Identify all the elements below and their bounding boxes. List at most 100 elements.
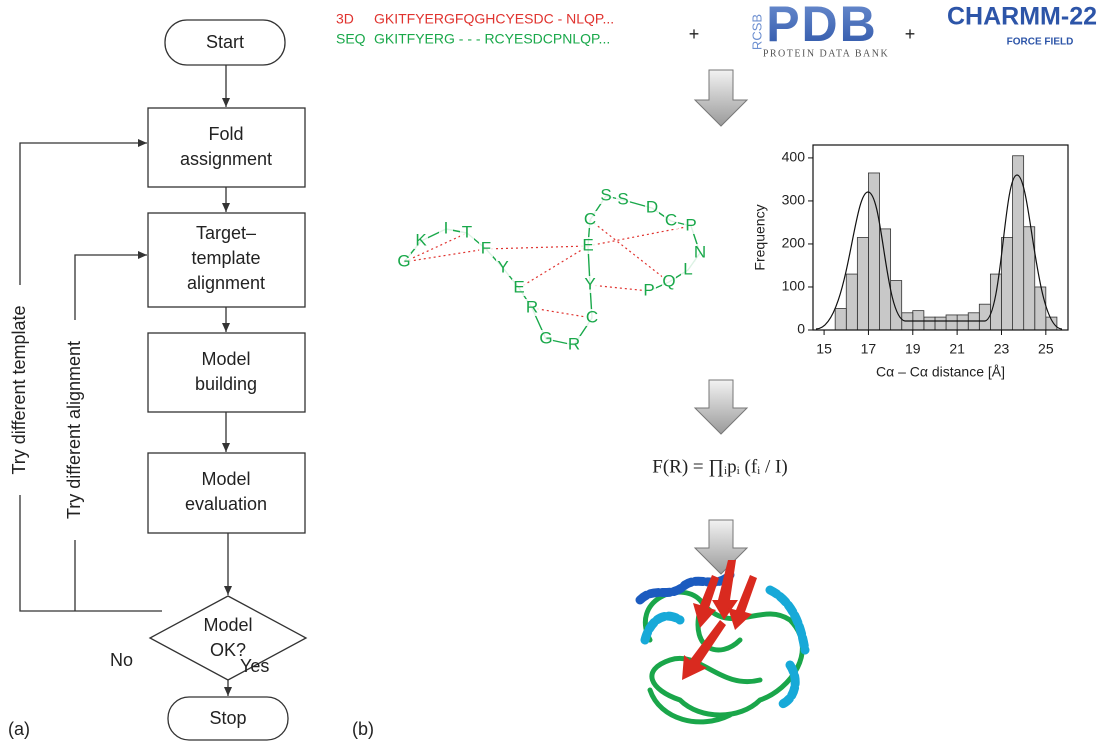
- plus: +: [689, 24, 700, 44]
- yes-label: Yes: [240, 656, 269, 676]
- restraint: [485, 245, 589, 250]
- bar: [956, 314, 969, 331]
- restraint: [518, 245, 589, 289]
- restraint: [531, 307, 593, 319]
- bar: [934, 316, 947, 331]
- y-axis-label: Frequency: [752, 204, 768, 270]
- restraint: [403, 232, 468, 263]
- residue: C: [665, 210, 677, 229]
- step-label: Model: [201, 469, 250, 489]
- residue: L: [683, 259, 692, 278]
- logo-text: PROTEIN DATA BANK: [763, 48, 889, 59]
- residue-bg: [496, 259, 510, 276]
- residue-bg: [583, 276, 597, 293]
- no-label: No: [110, 650, 133, 670]
- protein-model: [635, 560, 810, 725]
- y-tick-label: 0: [797, 321, 805, 337]
- bar: [989, 273, 1002, 331]
- stop-node: [167, 696, 289, 741]
- step-box: [147, 107, 306, 188]
- y-tick-label: 200: [782, 235, 806, 251]
- loop-label: Try different template: [9, 305, 29, 474]
- stop-label: Stop: [209, 708, 246, 728]
- fit-curve: [815, 174, 1063, 330]
- residue: P: [685, 215, 696, 234]
- logo-text: FORCE FIELD: [1007, 37, 1074, 48]
- loop-label: Try different alignment: [64, 341, 84, 519]
- bar: [1001, 237, 1013, 331]
- step-box: [147, 332, 306, 413]
- residue-bg: [645, 199, 659, 216]
- residue: Q: [662, 271, 675, 290]
- bar: [912, 310, 925, 331]
- panel-label: (a): [8, 719, 30, 739]
- residue-bg: [662, 273, 676, 290]
- flow-arrow: [693, 379, 749, 435]
- alignment-name: 3D: [336, 11, 354, 27]
- flowchart: Start Fold assignment Target– template a…: [8, 19, 308, 741]
- residue: Y: [584, 274, 595, 293]
- step-box: [147, 212, 306, 308]
- logo-text: RCSB: [749, 14, 764, 50]
- x-axis-label: Cα – Cα distance [Å]: [876, 364, 1005, 380]
- histogram: 0 100 200 300 400 15 17 19 21 23 25 Cα – Cα distanc…: [752, 144, 1069, 380]
- bar: [923, 316, 936, 331]
- plus: +: [905, 24, 916, 44]
- x-tick-label: 25: [1038, 341, 1054, 357]
- residue: G: [397, 251, 410, 270]
- residue: P: [643, 280, 654, 299]
- start-label: Start: [206, 32, 244, 52]
- pdb-logo: RCSB PDB PROTEIN DATA BANK: [749, 0, 889, 59]
- bar: [890, 280, 903, 331]
- plot-frame: [812, 144, 1069, 331]
- bar: [945, 314, 958, 331]
- backbone: [403, 195, 701, 346]
- step-label: evaluation: [185, 494, 267, 514]
- logo-text: CHARMM-22: [947, 3, 1097, 31]
- residue-bg: [539, 330, 553, 347]
- bar: [834, 308, 847, 331]
- residue-bg: [583, 211, 597, 228]
- decision-label: OK?: [210, 640, 246, 660]
- x-tick-label: 19: [905, 341, 921, 357]
- pipeline: 3D GKITFYERGFQGHCYESDC - NLQP... SEQ GKI…: [336, 0, 1097, 739]
- residue: S: [600, 185, 611, 204]
- x-tick-label: 15: [816, 341, 832, 357]
- step-label: template: [191, 248, 260, 268]
- alignment-sequence: GKITFYERGFQGHCYESDC - NLQP...: [374, 11, 614, 27]
- residue-bg: [585, 309, 599, 326]
- residue-bg: [439, 220, 453, 237]
- x-tick-label: 23: [994, 341, 1010, 357]
- residue-bg: [479, 240, 493, 257]
- step-label: assignment: [180, 149, 272, 169]
- residue: S: [617, 189, 628, 208]
- decision-node: [148, 595, 308, 681]
- restraint: [589, 219, 670, 283]
- residue: E: [582, 235, 593, 254]
- residue: D: [646, 197, 658, 216]
- bar: [868, 172, 880, 331]
- loop-arrow: [74, 251, 147, 611]
- bar: [845, 273, 858, 331]
- start-node: [164, 19, 286, 66]
- panel-label: (b): [352, 719, 374, 739]
- alignment-sequence: GKITFYERG - - - RCYESDCPNLQP...: [374, 31, 610, 47]
- residue-bg: [581, 237, 595, 254]
- residue-bg: [681, 261, 695, 278]
- residue: E: [513, 277, 524, 296]
- residue-bg: [525, 299, 539, 316]
- step-label: Model: [201, 349, 250, 369]
- bar: [856, 237, 869, 331]
- residue-bg: [512, 279, 526, 296]
- step-box: [147, 452, 306, 534]
- step-label: alignment: [187, 273, 265, 293]
- decision-label: Model: [203, 615, 252, 635]
- flow-arrow: [693, 519, 749, 575]
- alignment-name: SEQ: [336, 31, 366, 47]
- formula: F(R) = ∏ᵢpᵢ (fᵢ / I): [652, 456, 787, 477]
- x-tick-label: 21: [949, 341, 965, 357]
- residue: C: [586, 307, 598, 326]
- logo-text: PDB: [766, 0, 878, 52]
- residue: R: [568, 334, 580, 353]
- charmm-logo: CHARMM-22 FORCE FIELD: [947, 3, 1097, 48]
